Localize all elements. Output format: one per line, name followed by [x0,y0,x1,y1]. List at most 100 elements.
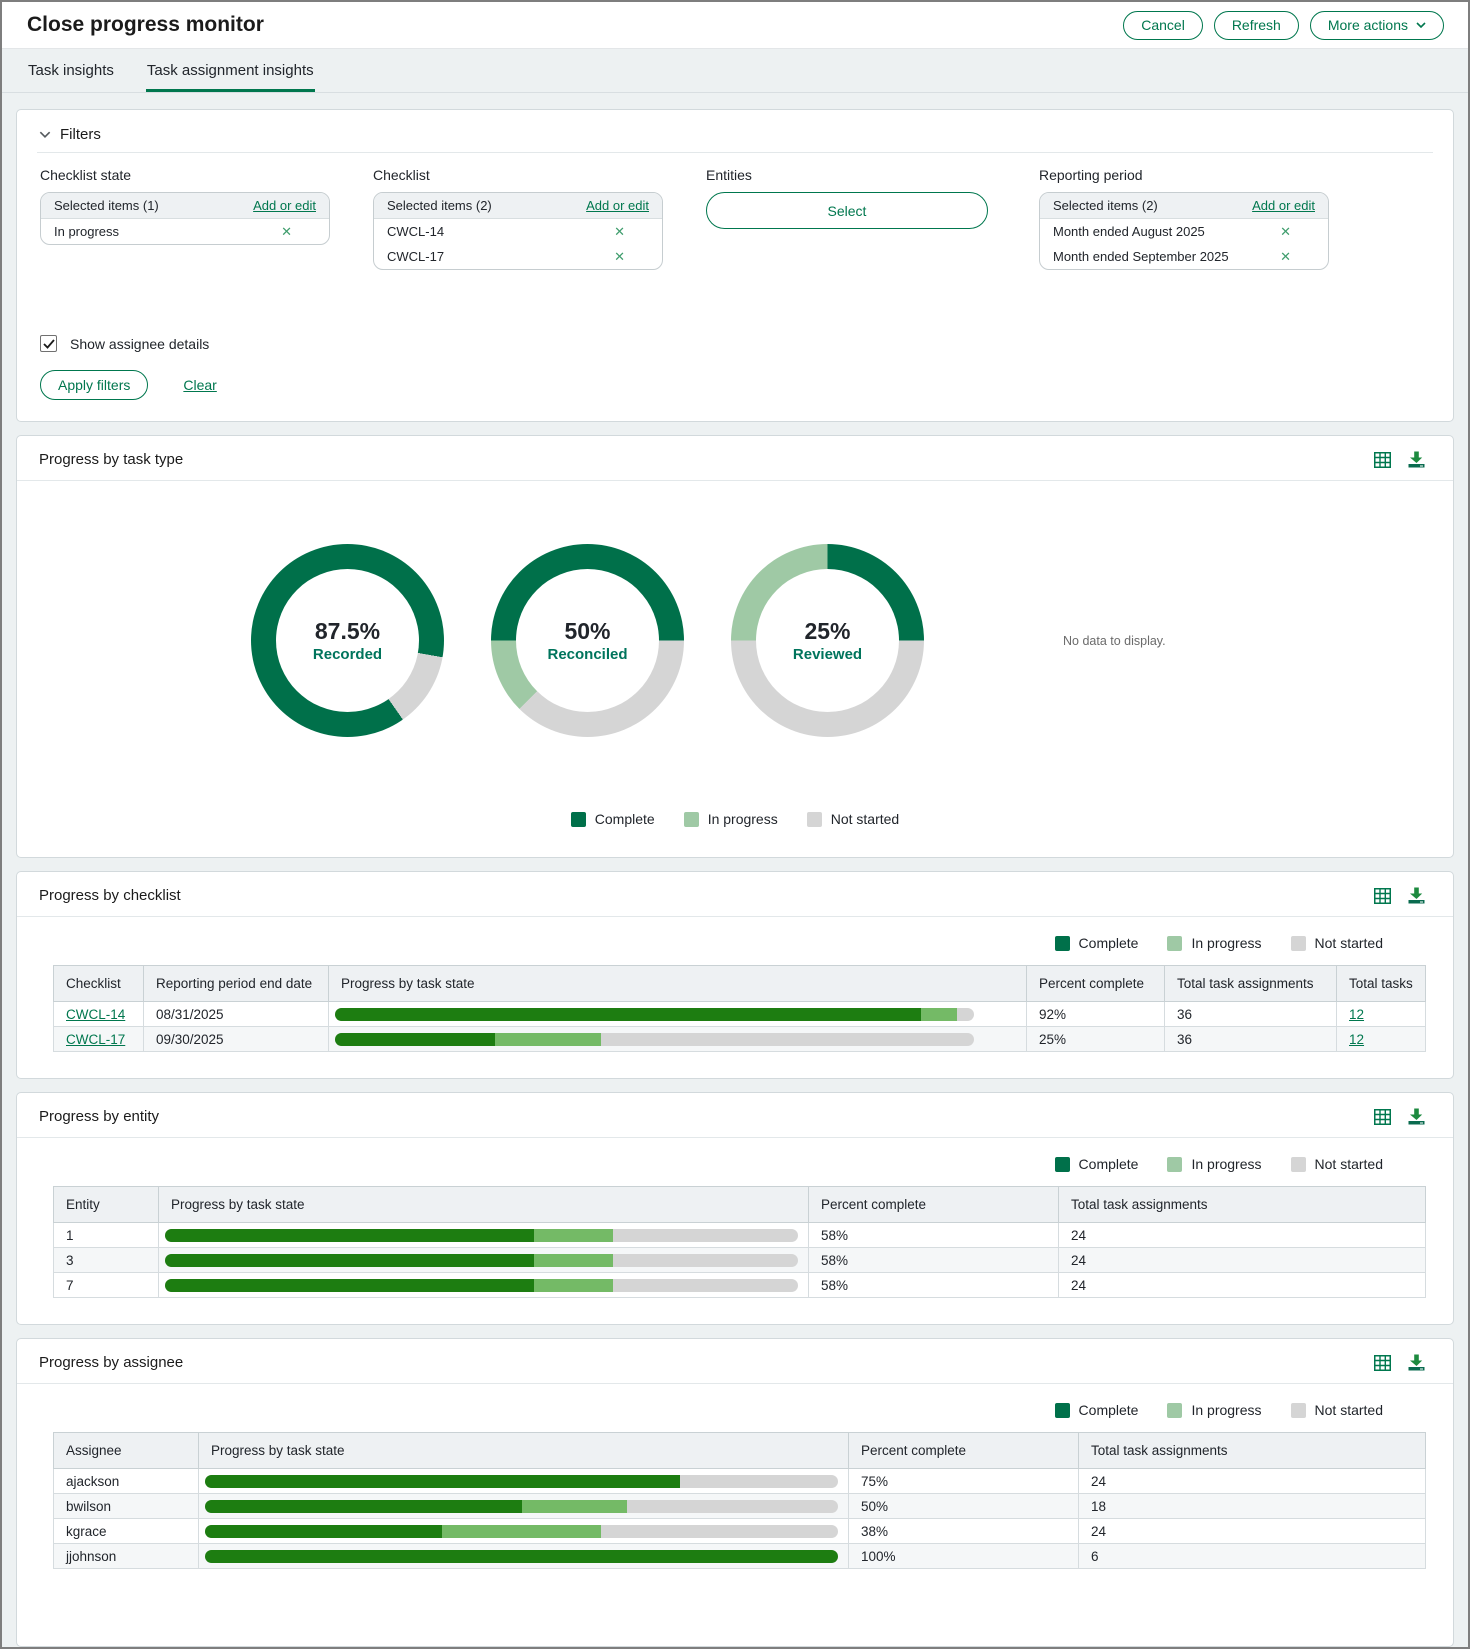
bar-segment-complete [165,1228,535,1242]
table-header-row: Assignee Progress by task state Percent co… [53,1432,1426,1469]
selected-items-count: Selected items (2) [387,198,492,213]
filter-group-label: Checklist state [40,167,132,183]
legend-label: Not started [1314,1156,1383,1172]
download-icon[interactable] [1408,1108,1425,1125]
cell-percent: 92% [1026,1001,1165,1027]
table-view-icon[interactable] [1374,451,1391,468]
filter-groups: Checklist state Selected items (1) Add or … [17,167,1453,317]
legend-label: Not started [1314,1402,1383,1418]
progress-bar [165,1253,798,1267]
bar-segment-complete [205,1549,838,1563]
remove-item-icon[interactable]: ✕ [281,224,292,239]
table-header-row: Checklist Reporting period end date Progre… [53,965,1426,1002]
cell-bar [158,1272,809,1298]
bar-segment-in_progress [442,1524,601,1538]
header-buttons: Cancel Refresh More actions [1123,10,1444,40]
cell-assignments: 36 [1164,1001,1337,1027]
table-row: 1 58% 24 [53,1222,1426,1248]
download-icon[interactable] [1408,887,1425,904]
table-row: jjohnson 100% 6 [53,1543,1426,1569]
progress-by-assignee-panel: Progress by assignee Complete In progress… [16,1338,1454,1647]
legend-item-complete: Complete [1054,1402,1138,1418]
remove-item-icon[interactable]: ✕ [614,249,625,264]
filter-group-checklist: Checklist Selected items (2) Add or edit CW… [373,167,663,270]
collapse-chevron-icon[interactable] [39,131,51,138]
legend-item-not_started: Not started [1290,1402,1383,1418]
legend-item-not_started: Not started [1290,1156,1383,1172]
legend-swatch-in_progress [1167,1402,1183,1418]
selected-items-header: Selected items (2) Add or edit [1040,193,1328,219]
bar-segment-complete [335,1032,495,1046]
show-assignee-details-checkbox[interactable] [40,335,57,352]
bar-segment-in_progress [534,1253,614,1267]
remove-item-icon[interactable]: ✕ [614,224,625,239]
checklist-link[interactable]: 12 [1349,1031,1365,1047]
chart-legend: Complete In progress Not started [17,811,1453,857]
table-row: bwilson 50% 18 [53,1493,1426,1519]
checklist-link[interactable]: CWCL-17 [66,1031,126,1047]
checklist-link[interactable]: CWCL-14 [66,1006,126,1022]
show-assignee-details-row: Show assignee details [40,335,1453,352]
entities-select-button[interactable]: Select [706,192,988,229]
download-icon[interactable] [1408,1354,1425,1371]
cell-percent: 38% [848,1518,1079,1544]
cancel-button[interactable]: Cancel [1123,10,1203,40]
selected-items-box: Selected items (1) Add or edit In progress… [40,192,330,245]
table-row: 3 58% 24 [53,1247,1426,1273]
table-row: CWCL-14 08/31/2025 92% 36 12 [53,1001,1426,1027]
table-view-icon[interactable] [1374,887,1391,904]
legend-swatch-not_started [1290,935,1306,951]
legend-item-in_progress: In progress [683,811,778,827]
refresh-button[interactable]: Refresh [1213,10,1299,40]
remove-item-icon[interactable]: ✕ [1280,224,1291,239]
cell-assignments: 6 [1078,1543,1426,1569]
progress-bar [205,1499,838,1513]
cell-assignments: 24 [1078,1518,1426,1544]
column-header: Assignee [53,1432,199,1469]
table-view-icon[interactable] [1374,1108,1391,1125]
checklist-link[interactable]: 12 [1349,1006,1365,1022]
selected-item-label: CWCL-14 [387,224,445,239]
cell-entity: 3 [53,1247,159,1273]
checklist-table: Checklist Reporting period end date Progre… [53,965,1426,1052]
table-view-icon[interactable] [1374,1354,1391,1371]
selected-items-box: Selected items (2) Add or edit Month ended… [1039,192,1329,270]
column-header: Percent complete [808,1186,1059,1223]
cell-assignments: 24 [1058,1247,1426,1273]
legend-label: Complete [594,811,655,827]
cell-assignee: bwilson [53,1493,199,1519]
cell-bar [158,1247,809,1273]
tab-task-insights[interactable]: Task insights [28,62,114,79]
add-or-edit-link[interactable]: Add or edit [253,198,316,213]
selected-item: CWCL-14 ✕ [374,219,662,244]
apply-filters-button[interactable]: Apply filters [40,370,149,400]
legend-item-not_started: Not started [806,811,899,827]
bar-segment-complete [205,1499,522,1513]
cell-percent: 75% [848,1468,1079,1494]
bar-segment-in_progress [920,1007,957,1021]
tab-task-assignment-insights[interactable]: Task assignment insights [145,62,315,92]
filter-group-label: Checklist [373,167,430,183]
selected-item: In progress ✕ [41,219,329,244]
cell-tasks: 12 [1336,1001,1426,1027]
column-header: Total task assignments [1164,965,1337,1002]
donut-value: 25% [804,618,851,644]
legend-item-in_progress: In progress [1167,1402,1262,1418]
panel-title: Progress by assignee [39,1354,184,1371]
progress-by-task-type-panel: Progress by task type 87.5% Recorded 50% Re… [16,435,1454,858]
donut-chart-reconciled: 50% Reconciled [491,544,684,737]
download-icon[interactable] [1408,451,1425,468]
add-or-edit-link[interactable]: Add or edit [1252,198,1315,213]
cell-percent: 58% [808,1247,1059,1273]
app-header: Close progress monitor Cancel Refresh Mo… [2,2,1468,49]
add-or-edit-link[interactable]: Add or edit [586,198,649,213]
more-actions-button[interactable]: More actions [1309,10,1444,40]
remove-item-icon[interactable]: ✕ [1280,249,1291,264]
table-row: 7 58% 24 [53,1272,1426,1298]
cell-bar [328,1001,1027,1027]
selected-item: Month ended September 2025 ✕ [1040,244,1328,269]
legend-item-in_progress: In progress [1167,1156,1262,1172]
table-row: kgrace 38% 24 [53,1518,1426,1544]
progress-bar [205,1549,838,1563]
clear-filters-link[interactable]: Clear [183,377,217,393]
